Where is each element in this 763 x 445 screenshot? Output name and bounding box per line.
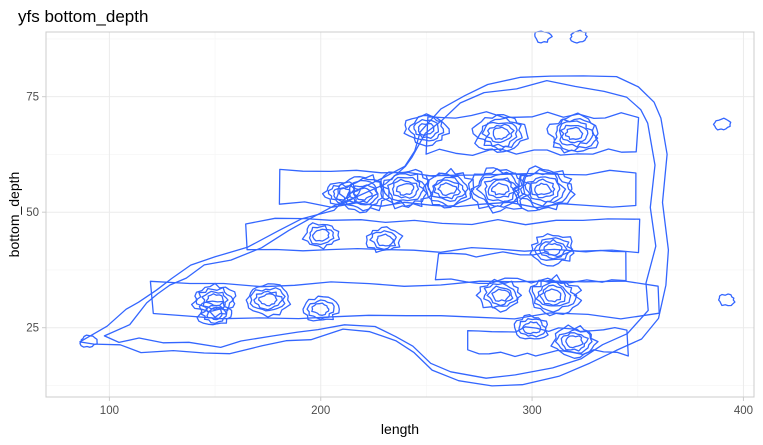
contour-ring (543, 242, 563, 256)
y-axis: 25 50 75 (26, 92, 46, 335)
contour-ring (426, 172, 469, 207)
contour-ring (491, 288, 511, 302)
contour-ring (413, 118, 440, 140)
contour-ring (477, 117, 523, 152)
contour-level-2 (103, 79, 657, 379)
contour-ring (391, 178, 420, 199)
contour-ring (529, 233, 575, 267)
x-tick-label: 300 (522, 405, 541, 417)
contour-ring (433, 179, 462, 200)
contour-ring (308, 225, 335, 246)
contour-ring (395, 182, 415, 196)
contour-ring (490, 182, 510, 196)
chart-title: yfs bottom_depth (18, 7, 148, 26)
contour-ring (437, 182, 458, 197)
contour-ring (352, 187, 373, 201)
contour-ring (533, 237, 574, 261)
contour-ring (311, 228, 330, 242)
contour-ring (249, 287, 286, 312)
contour-ring (712, 117, 732, 131)
x-tick-label: 100 (100, 405, 119, 417)
contour-ring (553, 117, 599, 152)
contour-ring (258, 293, 278, 307)
contour-ring (492, 126, 511, 140)
contour-ring (524, 176, 561, 203)
contour-ring (486, 285, 514, 307)
contour-ring (467, 167, 532, 214)
grid (46, 32, 754, 397)
contour-ring (546, 112, 599, 154)
contour-ring (543, 288, 562, 303)
contour-ring (483, 282, 519, 309)
y-tick-label: 50 (26, 207, 39, 219)
contour-ring (311, 302, 330, 316)
x-axis-title: length (381, 421, 419, 437)
contour-ring (301, 222, 341, 250)
contour-ring (424, 167, 475, 209)
contour-ring (245, 283, 292, 318)
x-axis: 100 200 300 400 (100, 397, 753, 417)
contour-ridge (434, 249, 627, 285)
contour-ring (534, 182, 553, 196)
contour-ring (530, 178, 556, 199)
contour-lines (79, 29, 736, 387)
contour-ring (369, 230, 397, 251)
contour-ring (513, 168, 573, 211)
contour-ring (431, 176, 467, 202)
contour-outer (79, 75, 670, 387)
contour-ring (407, 114, 445, 142)
contour-ring (346, 179, 379, 206)
contour-ring (79, 334, 98, 348)
contour-ring (485, 123, 515, 144)
contour-ring (513, 314, 549, 340)
x-tick-label: 400 (734, 405, 753, 417)
y-tick-label: 75 (26, 92, 39, 104)
contour-ring (717, 293, 736, 307)
contour-ring (538, 284, 567, 306)
contour-ridge (149, 280, 660, 320)
contour-ring (417, 122, 435, 136)
contour-ring (481, 121, 518, 148)
contour-ring (559, 124, 589, 144)
contour-ring (564, 126, 584, 140)
contour-ring (534, 30, 553, 44)
contour-ring (558, 120, 595, 148)
contour-ring (332, 187, 351, 201)
contour-ring (518, 318, 547, 338)
contour-ring (483, 177, 521, 203)
contour-ring (487, 179, 515, 199)
contour-ring (565, 335, 584, 349)
contour-ring (302, 295, 340, 322)
y-tick-label: 25 (26, 323, 39, 335)
contour-ridge (278, 168, 637, 209)
contour-ridge (467, 326, 629, 358)
contour-ring (335, 174, 390, 214)
contour-ridge (245, 217, 641, 254)
contour-ring (253, 290, 283, 311)
contour-ring (535, 281, 572, 307)
contour-ring (365, 226, 404, 254)
contour-ring (538, 238, 568, 260)
contour-ring (376, 233, 395, 247)
contour-ring (380, 168, 434, 210)
contour-ring (512, 165, 576, 212)
contour-ring (190, 282, 237, 318)
plot-panel (45, 31, 755, 398)
contour-ring (560, 332, 589, 352)
contour-ring (196, 300, 233, 326)
contour-ring (349, 184, 379, 204)
x-tick-label: 200 (311, 405, 330, 417)
y-axis-title: bottom_depth (6, 172, 22, 258)
contour-ring (387, 176, 425, 202)
contour-ridge (425, 111, 640, 157)
